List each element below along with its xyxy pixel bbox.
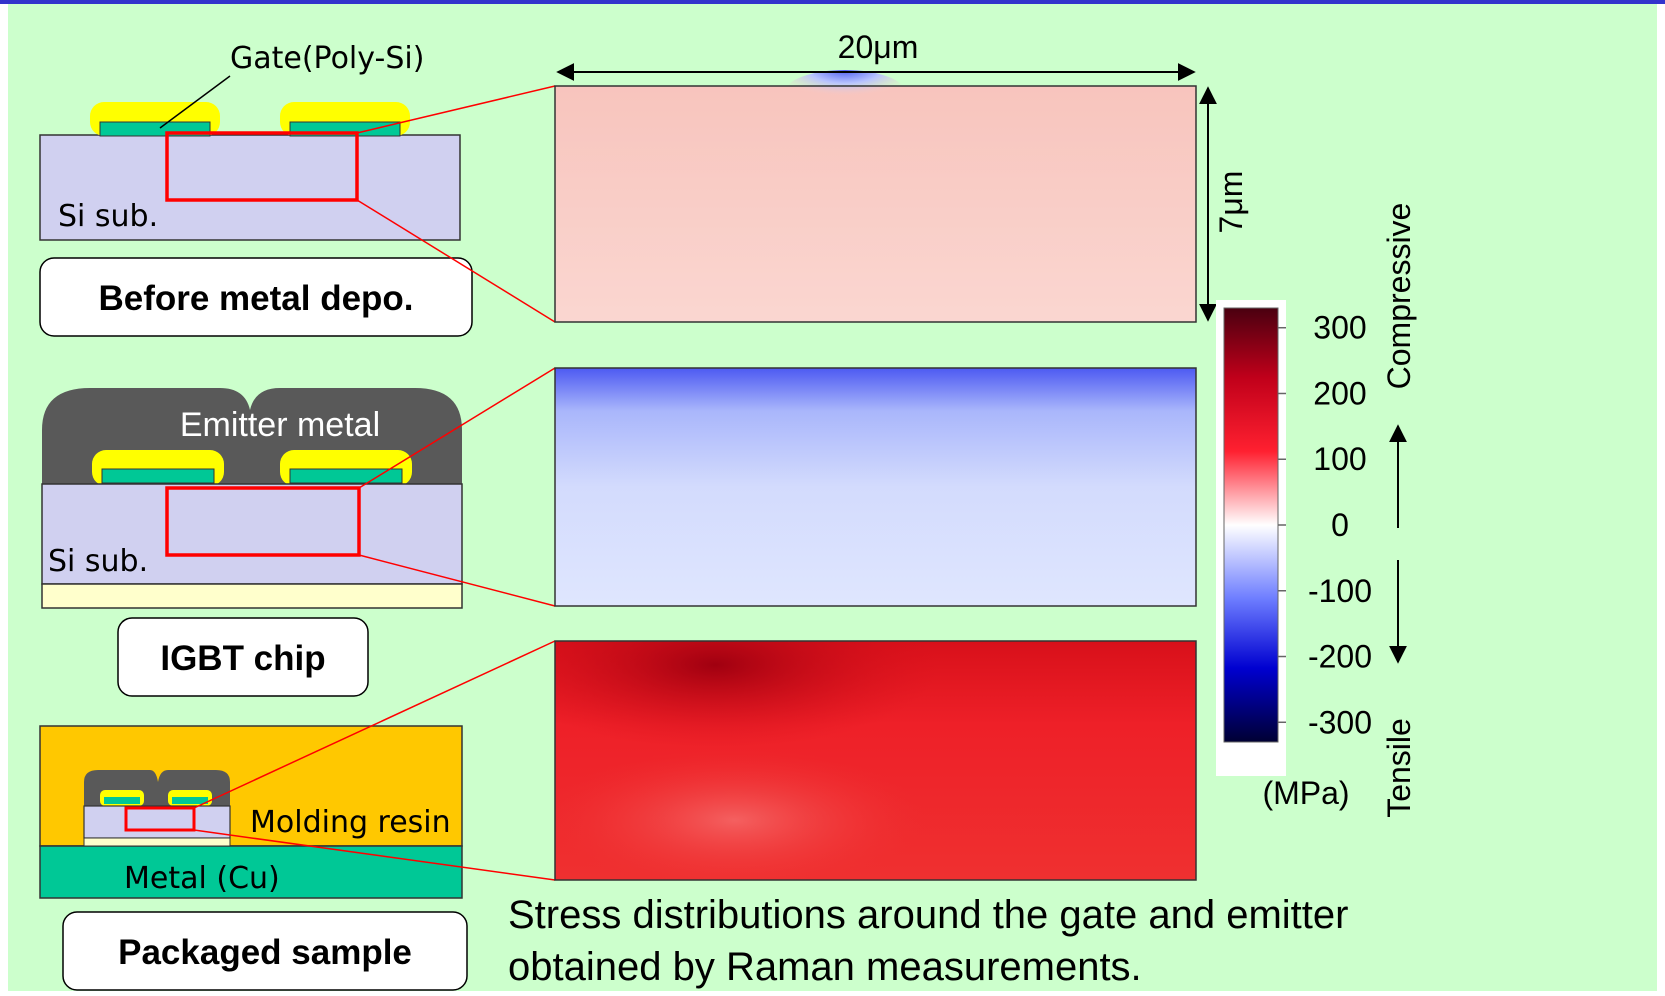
si-substrate xyxy=(39,134,461,241)
caption-box xyxy=(39,257,473,337)
schematic-caption: Packaged sample xyxy=(118,933,412,972)
emitter-label: Emitter metal xyxy=(180,406,380,444)
dimension-height: 7μm xyxy=(1199,86,1249,322)
map-shade xyxy=(555,86,1196,322)
schematic-caption: IGBT chip xyxy=(160,639,325,678)
colorbar-unit: (MPa) xyxy=(1262,775,1349,811)
metal-label: Metal (Cu) xyxy=(124,861,280,896)
resin-label: Molding resin xyxy=(250,805,451,840)
connector-line xyxy=(358,554,556,607)
gate-left-poly xyxy=(104,797,140,804)
map-border xyxy=(554,85,1197,323)
left-margin xyxy=(0,4,8,991)
stress-map-igbt xyxy=(554,367,1197,607)
dimension-width: 20μm xyxy=(556,29,1196,81)
gate-right-poly xyxy=(172,797,208,804)
zoom-box xyxy=(165,486,361,557)
stress-map-packaged xyxy=(554,640,1197,881)
map-fill xyxy=(555,86,1196,322)
map-fill xyxy=(555,368,1196,606)
colorbar-tick-label: 200 xyxy=(1313,375,1366,411)
map-border xyxy=(554,367,1197,607)
schematic-before: Gate(Poly-Si) Si sub. Before metal depo. xyxy=(39,41,473,337)
zoom-box xyxy=(124,806,196,832)
height-label: 7μm xyxy=(1213,171,1249,234)
colorbar-tick-label: -100 xyxy=(1308,573,1372,609)
zoom-connectors xyxy=(193,85,556,881)
caption-box xyxy=(62,911,468,991)
backside-layer xyxy=(41,583,463,609)
colorbar-tick-label: 100 xyxy=(1313,441,1366,477)
schematic-packaged: Molding resin Metal (Cu) Packaged sample xyxy=(39,725,468,991)
caption-box xyxy=(117,617,369,697)
si-substrate xyxy=(41,483,463,585)
connector-line xyxy=(193,829,556,881)
map-light-zone xyxy=(555,641,1196,880)
colorbar-gradient xyxy=(1223,307,1279,743)
metal-cu xyxy=(39,845,463,899)
substrate-label: Si sub. xyxy=(58,199,158,234)
connector-line xyxy=(358,367,556,489)
substrate-label: Si sub. xyxy=(48,544,148,579)
width-label: 20μm xyxy=(838,29,919,65)
si-chip xyxy=(83,805,231,839)
connector-line xyxy=(356,199,556,323)
schematic-igbt: Emitter metal Si sub. IGBT chip xyxy=(41,388,463,697)
map-border xyxy=(554,640,1197,881)
stress-map-before xyxy=(554,70,1197,323)
gate-leader-line xyxy=(159,75,231,129)
map-compressive-spot xyxy=(785,70,905,114)
tensile-label: Tensile xyxy=(1381,718,1417,818)
colorbar-tick-label: 0 xyxy=(1331,507,1349,543)
compressive-label: Compressive xyxy=(1381,203,1417,390)
colorbar-tick-label: 300 xyxy=(1313,310,1366,346)
colorbar-ticks: 300 200 100 0 -100 -200 -300 xyxy=(1278,310,1372,740)
chip-backside xyxy=(83,837,231,847)
figure-caption-line2: obtained by Raman measurements. xyxy=(508,945,1142,989)
gate-label: Gate(Poly-Si) xyxy=(230,41,424,76)
top-rule xyxy=(0,0,1665,4)
zoom-box xyxy=(165,131,359,202)
right-margin xyxy=(1657,4,1665,991)
figure-caption-line1: Stress distributions around the gate and… xyxy=(508,893,1348,937)
colorbar: 300 200 100 0 -100 -200 -300 (MPa) Compressive… xyxy=(1216,203,1417,818)
colorbar-tick-label: -300 xyxy=(1308,704,1372,740)
gate-poly-left xyxy=(101,468,215,484)
schematic-caption: Before metal depo. xyxy=(98,279,413,318)
connector-line xyxy=(193,640,556,809)
colorbar-tick-label: -200 xyxy=(1308,639,1372,675)
connector-line xyxy=(356,85,556,134)
